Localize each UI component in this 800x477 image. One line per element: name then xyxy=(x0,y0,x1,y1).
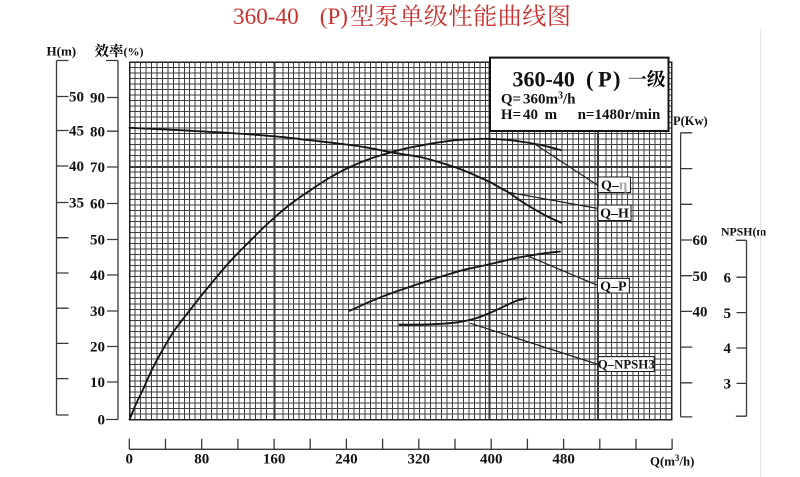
svg-text:3: 3 xyxy=(724,377,732,393)
svg-text:30: 30 xyxy=(90,304,105,320)
svg-text:(%): (%) xyxy=(124,45,144,59)
svg-text:80: 80 xyxy=(90,124,105,140)
svg-text:H=: H= xyxy=(501,107,521,123)
svg-text:40: 40 xyxy=(523,107,538,123)
svg-text:50: 50 xyxy=(90,233,105,249)
svg-text:360-40: 360-40 xyxy=(513,67,575,92)
svg-text:80: 80 xyxy=(194,452,209,468)
svg-text:m: m xyxy=(545,107,558,123)
svg-text:160: 160 xyxy=(263,452,286,468)
svg-text:60: 60 xyxy=(90,197,105,213)
svg-text:Q–P: Q–P xyxy=(600,279,627,294)
svg-text:400: 400 xyxy=(480,452,503,468)
svg-text:0: 0 xyxy=(98,413,106,429)
svg-text:40: 40 xyxy=(693,305,708,321)
svg-text:35: 35 xyxy=(69,196,84,212)
svg-text:H(m): H(m) xyxy=(47,44,77,59)
svg-text:40: 40 xyxy=(90,268,105,284)
svg-text:Q–NPSH3: Q–NPSH3 xyxy=(598,357,655,371)
svg-text:10: 10 xyxy=(90,375,105,391)
svg-text:360m3/h: 360m3/h xyxy=(523,91,576,108)
svg-text:480: 480 xyxy=(552,452,575,468)
svg-text:(P): (P) xyxy=(320,4,348,29)
svg-text:50: 50 xyxy=(693,269,708,285)
svg-text:60: 60 xyxy=(693,233,708,249)
svg-text:360-40: 360-40 xyxy=(233,4,299,30)
svg-text:40: 40 xyxy=(69,159,84,175)
svg-text:240: 240 xyxy=(335,452,358,468)
svg-text:320: 320 xyxy=(408,452,431,468)
svg-text:NPSH(m: NPSH(m xyxy=(721,225,766,239)
svg-text:n=1480r/min: n=1480r/min xyxy=(578,107,661,123)
svg-text:Q=: Q= xyxy=(501,92,521,108)
svg-text:Q–H: Q–H xyxy=(600,206,629,221)
svg-text:Q(m3/h): Q(m3/h) xyxy=(650,453,694,469)
svg-text:6: 6 xyxy=(724,270,732,286)
svg-text:90: 90 xyxy=(90,91,105,107)
svg-text:70: 70 xyxy=(90,160,105,176)
svg-text:(P): (P) xyxy=(586,67,621,92)
svg-text:20: 20 xyxy=(90,340,105,356)
svg-text:50: 50 xyxy=(69,90,84,106)
svg-text:4: 4 xyxy=(724,341,732,357)
svg-text:0: 0 xyxy=(126,452,134,468)
svg-text:5: 5 xyxy=(724,306,732,322)
svg-text:Q–η: Q–η xyxy=(601,177,627,193)
svg-text:45: 45 xyxy=(69,124,84,140)
svg-text:P(Kw): P(Kw) xyxy=(673,114,708,128)
